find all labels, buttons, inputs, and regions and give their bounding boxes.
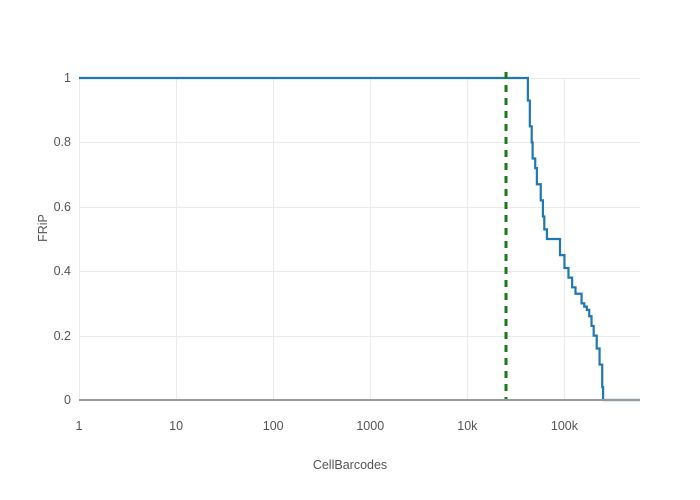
x-tick-label: 10k (457, 419, 478, 433)
gridline-v (370, 78, 372, 400)
gridline-h (79, 206, 640, 208)
x-axis-zero-line (79, 399, 640, 401)
y-axis-title: FRiP (36, 214, 50, 242)
gridline-h (79, 142, 640, 144)
x-tick-label: 1 (75, 419, 83, 433)
x-tick-label: 100 (262, 419, 284, 433)
y-tick-label: 1 (64, 71, 71, 85)
plot-area (79, 72, 640, 402)
y-tick-label: 0.2 (53, 328, 71, 343)
gridline-v (273, 78, 275, 400)
y-tick-label: 0.8 (53, 135, 71, 150)
x-tick-label: 10 (169, 419, 184, 433)
frip-curve-line (79, 76, 640, 402)
x-axis-title: CellBarcodes (312, 458, 388, 472)
y-tick-label: 0 (64, 393, 71, 407)
x-tick-label: 1000 (356, 419, 385, 433)
y-tick-label: 0.6 (53, 199, 71, 214)
gridline-v (79, 78, 80, 400)
gridline-h (79, 335, 640, 337)
gridline-v (564, 78, 566, 400)
y-tick-label: 0.4 (53, 264, 71, 279)
gridline-h (79, 271, 640, 273)
gridline-v (176, 78, 178, 400)
gridline-v (467, 78, 469, 400)
series-plot (79, 72, 640, 402)
x-tick-label: 100k (550, 419, 578, 433)
